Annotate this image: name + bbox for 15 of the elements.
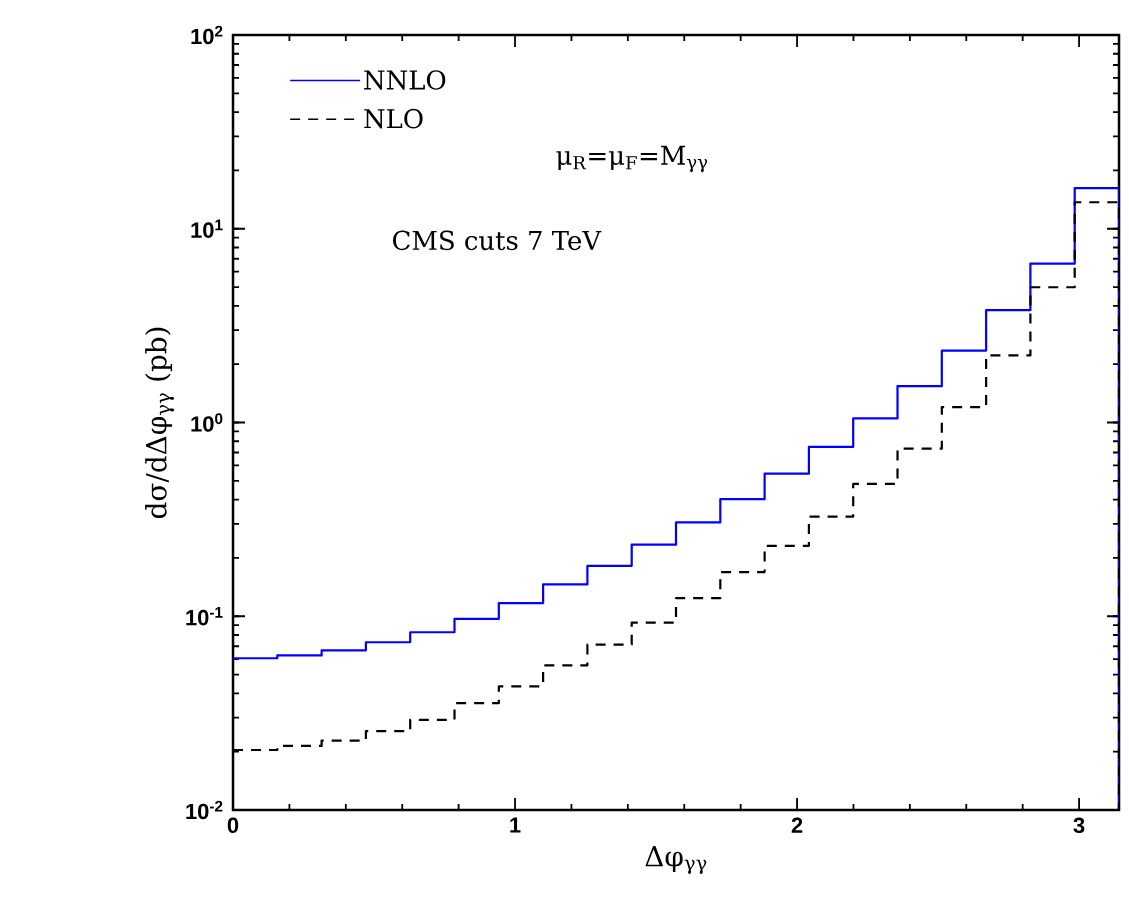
x-tick-label: 0 — [227, 817, 239, 834]
annotation: CMS cuts 7 TeV — [393, 230, 602, 251]
x-axis-title: Δφ$_{γγ}$ — [645, 845, 707, 875]
y-axis-title: dσ/dΔφ$_{γγ}$ (pb) — [145, 327, 175, 519]
legend-label: NNLO — [364, 70, 446, 90]
x-tick-label: 1 — [510, 817, 521, 833]
x-tick-label: 3 — [1073, 817, 1085, 834]
y-tick-label: 10$^{-2}$ — [186, 800, 223, 820]
x-tick-label: 2 — [791, 817, 803, 833]
y-tick-label: 10$^{2}$ — [191, 25, 223, 45]
legend-label: NLO — [364, 108, 423, 129]
y-tick-label: 10$^{0}$ — [191, 413, 223, 432]
y-tick-label: 10$^{-1}$ — [186, 607, 223, 626]
y-tick-label: 10$^{1}$ — [191, 219, 223, 238]
annotation: μ$_{R}$=μ$_{F}$=M$_{γγ}$ — [556, 145, 708, 173]
